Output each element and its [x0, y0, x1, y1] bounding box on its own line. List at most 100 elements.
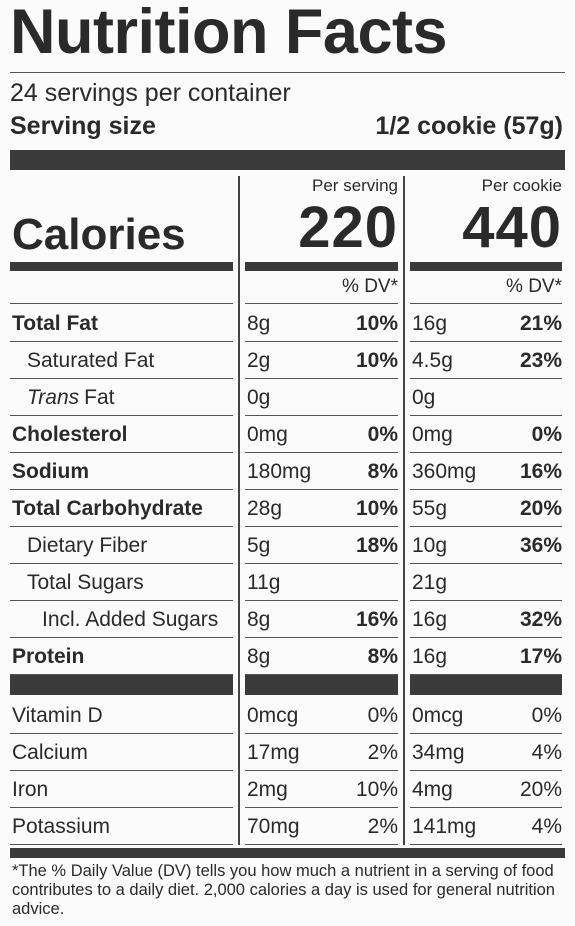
thick-bar	[10, 150, 565, 170]
rule	[245, 844, 398, 845]
amount: 2mg	[247, 778, 288, 801]
rule	[410, 341, 562, 342]
amount: 180mg	[247, 460, 312, 483]
nutrient-name: Incl. Added Sugars	[42, 608, 219, 631]
amount: 4mg	[412, 778, 453, 801]
nutrient-name: Cholesterol	[12, 423, 128, 446]
rule	[245, 452, 398, 453]
nutrient-name: Sodium	[12, 460, 89, 483]
amount: 17mg	[247, 741, 300, 764]
amount: 0mg	[247, 423, 288, 446]
amount: 10g	[412, 534, 448, 557]
amount: 55g	[412, 497, 448, 520]
thick-bar	[10, 262, 233, 271]
nutrient-name: Vitamin D	[12, 704, 103, 727]
nutrient-name: Total Sugars	[27, 571, 144, 594]
rule	[410, 563, 562, 564]
calories-value: 440	[462, 195, 562, 260]
daily-value: 0%	[367, 423, 398, 446]
nutrient-name: Trans Fat	[27, 379, 114, 416]
amount: 28g	[247, 497, 283, 520]
amount: 8g	[247, 608, 271, 631]
column-header: Per serving	[312, 176, 398, 195]
rule	[10, 489, 233, 490]
amount: 8g	[247, 312, 271, 335]
rule	[410, 415, 562, 416]
amount: 2g	[247, 349, 271, 372]
amount: 0g	[247, 386, 271, 409]
rule	[10, 600, 233, 601]
rule	[410, 526, 562, 527]
thick-bar	[245, 262, 398, 271]
amount: 8g	[247, 645, 271, 668]
daily-value: 8%	[367, 460, 398, 483]
nutrient-name: Iron	[12, 778, 49, 801]
daily-value: 20%	[519, 497, 562, 520]
nutrient-name-italic: Trans	[27, 386, 80, 409]
rule	[245, 807, 398, 808]
rule	[410, 452, 562, 453]
nutrient-name: Dietary Fiber	[27, 534, 148, 557]
serving-size-value: 1/2 cookie (57g)	[375, 112, 563, 140]
nutrient-name: Calcium	[12, 741, 88, 764]
nutrient-name: Saturated Fat	[27, 349, 155, 372]
daily-value: 0%	[367, 704, 398, 727]
rule	[10, 415, 233, 416]
calories-label: Calories	[12, 210, 186, 259]
rule	[245, 563, 398, 564]
dv-header: % DV*	[506, 276, 562, 297]
nutrient-name: Total Fat	[12, 312, 98, 335]
rule	[410, 807, 562, 808]
rule	[245, 415, 398, 416]
rule	[10, 378, 233, 379]
daily-value: 10%	[355, 497, 398, 520]
rule	[410, 674, 562, 675]
rule	[410, 600, 562, 601]
amount: 34mg	[412, 741, 465, 764]
rule	[10, 733, 233, 734]
amount: 360mg	[412, 460, 477, 483]
footnote: *The % Daily Value (DV) tells you how mu…	[12, 862, 555, 918]
rule	[410, 303, 562, 304]
thick-bar	[245, 675, 398, 695]
rule	[10, 303, 233, 304]
amount: 70mg	[247, 815, 300, 838]
rule	[10, 770, 233, 771]
amount: 0mcg	[412, 704, 464, 727]
daily-value: 16%	[355, 608, 398, 631]
nutrient-name: Total Carbohydrate	[12, 497, 203, 520]
nutrient-name-rest: Fat	[84, 386, 115, 409]
daily-value: 4%	[531, 815, 562, 838]
amount: 0mg	[412, 423, 453, 446]
daily-value: 32%	[519, 608, 562, 631]
rule	[410, 770, 562, 771]
rule	[245, 526, 398, 527]
rule	[245, 733, 398, 734]
daily-value: 21%	[519, 312, 562, 335]
daily-value: 18%	[355, 534, 398, 557]
rule	[10, 72, 565, 73]
daily-value: 10%	[355, 312, 398, 335]
rule	[245, 341, 398, 342]
title: Nutrition Facts	[10, 0, 448, 67]
column-divider	[238, 176, 240, 845]
rule	[10, 674, 233, 675]
nutrient-name: Protein	[12, 645, 85, 668]
amount: 0mcg	[247, 704, 299, 727]
rule	[245, 303, 398, 304]
amount: 16g	[412, 608, 448, 631]
rule	[10, 341, 233, 342]
rule	[245, 378, 398, 379]
amount: 141mg	[412, 815, 477, 838]
amount: 16g	[412, 645, 448, 668]
daily-value: 0%	[531, 704, 562, 727]
daily-value: 10%	[355, 349, 398, 372]
daily-value: 17%	[519, 645, 562, 668]
column-header: Per cookie	[481, 176, 562, 195]
rule	[245, 600, 398, 601]
rule	[410, 489, 562, 490]
rule	[245, 637, 398, 638]
daily-value: 36%	[519, 534, 562, 557]
column-divider	[403, 176, 405, 845]
